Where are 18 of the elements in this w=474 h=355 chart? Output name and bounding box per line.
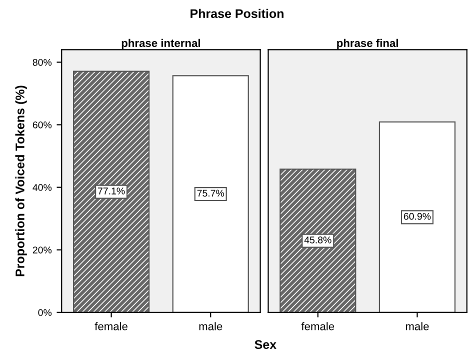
y-tick-label: 40% <box>32 184 52 191</box>
x-tick-label: male <box>199 322 222 330</box>
y-tick-label: 0% <box>38 309 52 316</box>
x-tick-label: female <box>301 322 334 330</box>
y-tick-label: 60% <box>32 121 52 128</box>
y-tick-label: 80% <box>32 58 52 66</box>
data-label: 45.8% <box>304 236 332 244</box>
y-tick-label: 20% <box>32 246 52 254</box>
chart-subtitle: phrase final <box>337 38 398 50</box>
x-axis-title: Sex <box>254 340 276 349</box>
x-tick-label: male <box>406 322 429 330</box>
data-label: 77.1% <box>98 188 125 194</box>
chart-subtitle: phrase internal <box>122 38 200 50</box>
data-label: 60.9% <box>404 212 431 220</box>
chart-title: Phrase Position <box>190 8 284 18</box>
data-label: 75.7% <box>197 190 224 197</box>
x-tick-label: female <box>94 322 128 330</box>
y-axis-title: Proportion of Voiced Tokens (%) <box>15 86 27 276</box>
